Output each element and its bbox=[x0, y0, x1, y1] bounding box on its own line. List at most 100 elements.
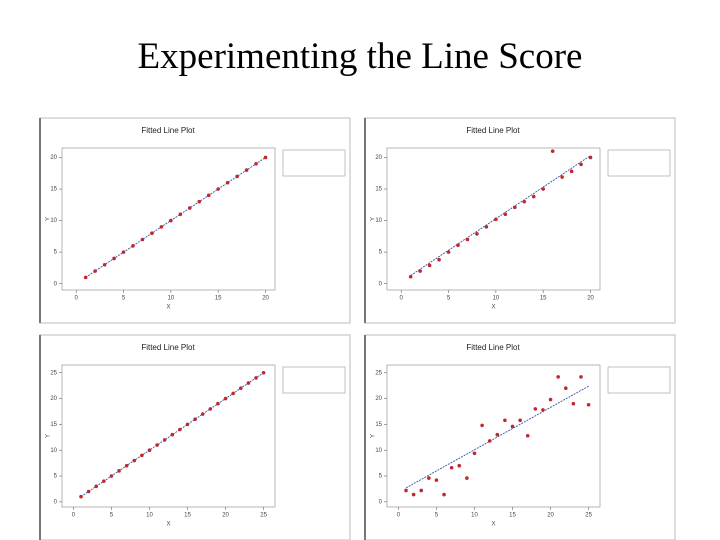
data-point bbox=[140, 453, 144, 458]
data-point bbox=[86, 489, 91, 494]
data-point bbox=[560, 175, 564, 179]
data-point bbox=[188, 206, 192, 210]
plot-panel: Fitted Line Plot 0 5 10 15 20 0 5 10 15 20 X Y bbox=[39, 117, 351, 324]
chart-title: Fitted Line Plot bbox=[466, 126, 520, 135]
plot-area bbox=[61, 147, 276, 291]
legend-box bbox=[282, 149, 346, 177]
data-point bbox=[102, 479, 106, 483]
y-tick-label: 5 bbox=[379, 474, 383, 480]
data-point bbox=[225, 180, 230, 185]
data-point bbox=[93, 269, 97, 273]
y-axis-label: Y bbox=[46, 217, 52, 221]
x-tick-label: 15 bbox=[184, 513, 191, 519]
x-tick-label: 0 bbox=[72, 513, 76, 519]
x-tick-label: 25 bbox=[585, 513, 592, 519]
plot-panel: Fitted Line Plot 0 5 10 15 20 0 5 10 15 20 X Y bbox=[364, 117, 676, 324]
plot-panel: Fitted Line Plot 0 5 10 15 20 25 0 5 10 15 20 25 X Y bbox=[39, 334, 351, 540]
data-point bbox=[109, 474, 114, 478]
y-tick-label: 5 bbox=[54, 250, 58, 256]
data-point bbox=[150, 231, 154, 235]
y-tick-label: 0 bbox=[379, 499, 383, 505]
data-point bbox=[548, 397, 553, 402]
data-point bbox=[197, 199, 202, 204]
data-point bbox=[169, 218, 173, 223]
data-point bbox=[208, 407, 213, 411]
data-point bbox=[571, 401, 576, 406]
data-point bbox=[155, 443, 159, 447]
chart-title: Fitted Line Plot bbox=[141, 126, 195, 135]
data-point bbox=[434, 478, 439, 482]
data-point bbox=[170, 432, 175, 437]
data-point bbox=[162, 438, 167, 442]
plot-panel: Fitted Line Plot 0 5 10 15 20 25 0 5 10 15 20 25 X Y bbox=[364, 334, 676, 540]
data-point bbox=[525, 433, 530, 438]
x-tick-label: 25 bbox=[260, 513, 267, 519]
data-point bbox=[442, 492, 446, 497]
panel-frame bbox=[364, 117, 676, 324]
data-point bbox=[550, 149, 555, 153]
data-point bbox=[510, 424, 515, 429]
y-tick-label: 15 bbox=[375, 422, 382, 428]
data-point bbox=[178, 427, 182, 432]
fit-line bbox=[85, 157, 266, 278]
legend-box bbox=[282, 366, 346, 394]
data-point bbox=[223, 396, 228, 401]
x-tick-label: 5 bbox=[122, 296, 126, 302]
legend-box bbox=[607, 366, 671, 394]
y-tick-label: 0 bbox=[54, 281, 58, 287]
data-point bbox=[132, 458, 137, 463]
data-point bbox=[465, 237, 470, 242]
y-tick-label: 10 bbox=[375, 218, 382, 224]
x-tick-label: 15 bbox=[540, 296, 547, 302]
data-point bbox=[200, 412, 205, 416]
data-point bbox=[254, 376, 258, 380]
data-point bbox=[522, 199, 527, 204]
data-point bbox=[185, 422, 190, 427]
data-point bbox=[588, 155, 593, 160]
data-point bbox=[495, 432, 500, 437]
data-point bbox=[427, 263, 432, 268]
data-point bbox=[472, 451, 477, 456]
data-point bbox=[193, 417, 197, 422]
data-point bbox=[563, 386, 568, 391]
data-point bbox=[418, 269, 422, 273]
chart-title: Fitted Line Plot bbox=[141, 343, 195, 352]
x-tick-label: 15 bbox=[509, 513, 516, 519]
data-point bbox=[518, 418, 522, 423]
data-point bbox=[494, 217, 498, 222]
x-axis-label: X bbox=[491, 305, 495, 311]
x-tick-label: 0 bbox=[400, 296, 404, 302]
data-point bbox=[541, 187, 545, 191]
data-point bbox=[261, 370, 266, 375]
data-point bbox=[83, 275, 88, 280]
data-point bbox=[456, 243, 460, 247]
x-tick-label: 10 bbox=[471, 513, 478, 519]
data-point bbox=[159, 225, 164, 229]
data-point bbox=[147, 448, 152, 453]
plot-area bbox=[386, 147, 601, 291]
y-tick-label: 5 bbox=[54, 474, 58, 480]
y-tick-label: 20 bbox=[375, 396, 382, 402]
data-point bbox=[556, 375, 560, 379]
legend-box bbox=[607, 149, 671, 177]
data-point bbox=[503, 418, 507, 423]
data-point bbox=[263, 155, 268, 160]
x-tick-label: 15 bbox=[215, 296, 222, 302]
data-point bbox=[117, 469, 121, 473]
y-axis-label: Y bbox=[371, 434, 377, 438]
y-tick-label: 10 bbox=[50, 448, 57, 454]
x-axis-label: X bbox=[491, 522, 495, 528]
data-point bbox=[484, 225, 489, 229]
data-point bbox=[94, 484, 99, 489]
x-tick-label: 20 bbox=[547, 513, 554, 519]
data-point bbox=[427, 476, 431, 480]
plot-area bbox=[61, 364, 276, 508]
data-point bbox=[235, 174, 239, 179]
data-point bbox=[238, 386, 243, 391]
data-point bbox=[102, 262, 107, 267]
panel-frame bbox=[364, 334, 676, 540]
y-tick-label: 20 bbox=[50, 155, 57, 161]
data-point bbox=[206, 193, 211, 198]
x-tick-label: 5 bbox=[435, 513, 439, 519]
